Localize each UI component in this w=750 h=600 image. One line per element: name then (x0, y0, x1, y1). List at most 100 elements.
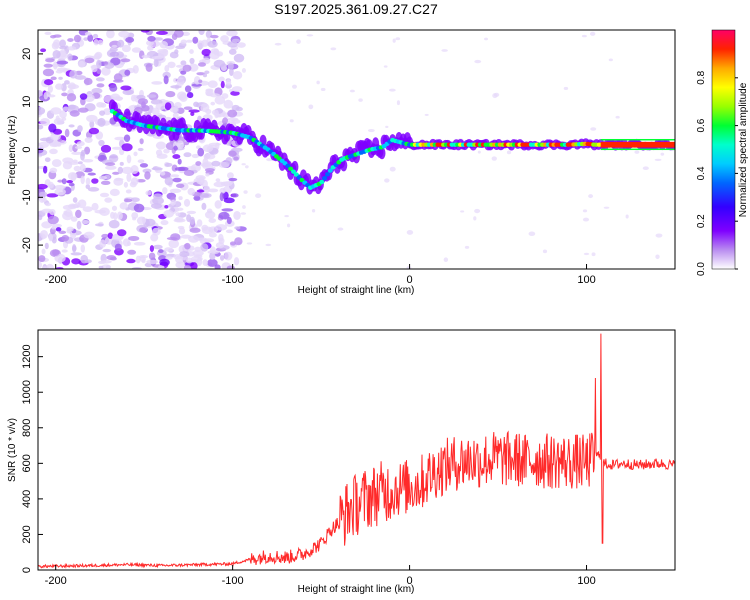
noise-blob (170, 85, 182, 89)
noise-blob (477, 150, 481, 154)
noise-blob (100, 144, 112, 153)
noise-blob (235, 106, 243, 112)
noise-blob (68, 144, 74, 152)
spectrogram-marks (38, 30, 675, 269)
noise-blob (93, 52, 101, 60)
noise-blob (151, 107, 160, 116)
noise-blob (184, 242, 191, 250)
snr-series-line (38, 333, 675, 569)
noise-blob (104, 197, 113, 203)
noise-blob (121, 166, 134, 175)
ridge-core (319, 179, 325, 185)
noise-blob (114, 243, 122, 251)
noise-blob (241, 163, 246, 166)
noise-blob (484, 37, 489, 41)
noise-blob (396, 100, 400, 106)
noise-blob (187, 187, 196, 196)
noise-blob (164, 205, 169, 209)
noise-blob (80, 254, 89, 264)
noise-blob (164, 64, 170, 72)
noise-blob (130, 197, 140, 203)
noise-blob (48, 123, 57, 133)
noise-blob (180, 60, 187, 66)
noise-blob (108, 219, 120, 229)
noise-blob (198, 79, 203, 84)
noise-blob (137, 98, 149, 105)
noise-blob (625, 214, 629, 219)
noise-blob (215, 142, 220, 150)
noise-blob (474, 59, 482, 64)
ridge-core (285, 163, 291, 169)
noise-blob (75, 209, 82, 219)
noise-blob (146, 94, 157, 98)
noise-blob (91, 87, 103, 94)
noise-blob (95, 77, 105, 82)
noise-blob (255, 193, 262, 198)
noise-blob (203, 153, 216, 160)
noise-blob (367, 128, 375, 133)
noise-blob (84, 31, 92, 36)
noise-blob (58, 49, 67, 58)
noise-blob (146, 40, 154, 46)
noise-blob (38, 255, 46, 263)
noise-blob (159, 171, 166, 176)
noise-blob (53, 185, 66, 190)
noise-blob (209, 246, 216, 254)
noise-blob (654, 158, 662, 161)
noise-blob (73, 34, 82, 43)
noise-blob (179, 93, 188, 102)
noise-blob (232, 71, 243, 80)
noise-blob (122, 89, 135, 96)
noise-blob (101, 264, 112, 269)
noise-blob (590, 127, 597, 131)
noise-blob (125, 189, 132, 194)
noise-blob (196, 257, 203, 267)
noise-blob (130, 177, 139, 186)
noise-blob (39, 137, 52, 142)
noise-blob (99, 176, 108, 180)
noise-blob (83, 37, 89, 41)
noise-blob (197, 40, 205, 50)
noise-blob (198, 30, 205, 36)
noise-blob (44, 242, 49, 250)
noise-blob (227, 62, 234, 71)
noise-blob (41, 197, 47, 203)
spectrogram-x-tick-label: -200 (45, 274, 67, 286)
snr-x-axis-label: Height of straight line (km) (298, 584, 415, 595)
noise-blob (152, 196, 164, 205)
spectrogram-y-tick-label: -10 (21, 189, 33, 205)
noise-blob (130, 165, 139, 175)
noise-blob (655, 254, 660, 260)
noise-blob (74, 202, 81, 209)
noise-blob (231, 86, 243, 93)
noise-blob (79, 93, 88, 100)
noise-blob (50, 34, 57, 39)
noise-blob (55, 69, 63, 74)
noise-blob (91, 178, 99, 184)
noise-blob (71, 151, 83, 155)
noise-blob (202, 144, 214, 153)
noise-blob (388, 88, 396, 92)
noise-blob (98, 265, 104, 269)
noise-blob (287, 223, 291, 228)
noise-blob (589, 31, 596, 36)
noise-blob (124, 69, 131, 76)
noise-blob (196, 178, 205, 185)
noise-blob (126, 258, 136, 264)
noise-blob (106, 49, 117, 58)
noise-blob (52, 249, 60, 256)
noise-blob (117, 39, 125, 48)
noise-blob (155, 141, 167, 150)
noise-blob (172, 177, 182, 183)
snr-x-tick-label: 100 (577, 575, 595, 587)
noise-blob (48, 234, 54, 242)
noise-blob (59, 39, 66, 48)
noise-blob (608, 58, 613, 62)
noise-blob (201, 202, 207, 211)
noise-blob (183, 169, 195, 177)
colorbar-tick-label: 0.6 (696, 118, 707, 132)
snr-marks (38, 333, 675, 569)
noise-blob (51, 226, 57, 230)
noise-blob (227, 41, 239, 48)
noise-blob (81, 219, 90, 225)
